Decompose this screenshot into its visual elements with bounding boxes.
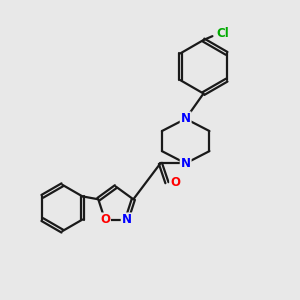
Text: Cl: Cl [216,27,229,40]
Text: N: N [181,157,191,170]
Text: N: N [122,213,132,226]
Text: N: N [181,112,191,125]
Text: O: O [170,176,180,189]
Text: O: O [100,213,110,226]
